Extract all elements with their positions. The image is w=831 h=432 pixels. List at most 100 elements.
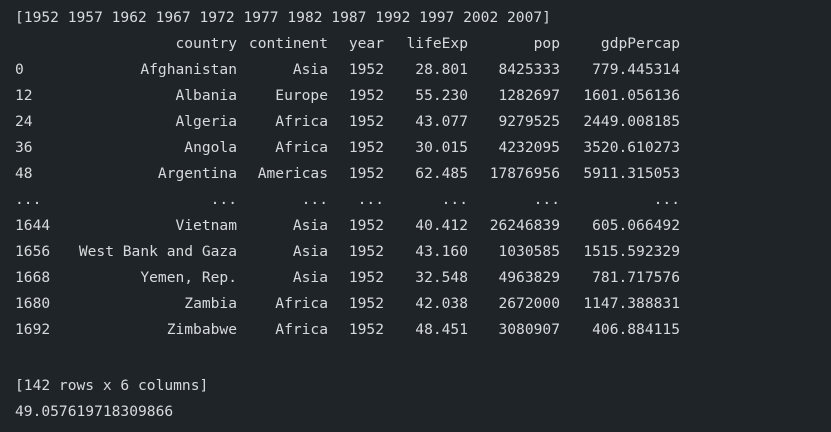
cell-index: 1692 (15, 321, 51, 338)
cell-pop: ... (533, 191, 560, 208)
table-header: country continent year lifeExp pop gdpPercap (0, 35, 831, 53)
cell-country: Albania (175, 87, 237, 104)
header-continent: continent (248, 35, 328, 52)
cell-continent: Americas (257, 165, 328, 182)
cell-index: 24 (15, 113, 33, 130)
cell-country: Angola (184, 139, 237, 156)
cell-year: 1952 (348, 243, 384, 260)
cell-index: 1680 (15, 295, 51, 312)
cell-country: Algeria (175, 113, 237, 130)
header-pop: pop (533, 35, 560, 52)
cell-year: 1952 (348, 269, 384, 286)
header-country: country (175, 35, 237, 52)
table-row: 1644 Vietnam Asia 1952 40.412 26246839 605.066… (0, 217, 831, 235)
cell-continent: Africa (275, 295, 328, 312)
table-row: ..................... (0, 191, 831, 209)
cell-year: 1952 (348, 165, 384, 182)
cell-gdppercap: 2449.008185 (583, 113, 680, 130)
cell-continent: Africa (275, 321, 328, 338)
cell-gdppercap: 779.445314 (592, 61, 680, 78)
cell-continent: Asia (292, 269, 328, 286)
cell-gdppercap: 3520.610273 (583, 139, 680, 156)
cell-lifeexp: 43.160 (415, 243, 468, 260)
cell-year: 1952 (348, 113, 384, 130)
cell-pop: 9279525 (498, 113, 560, 130)
header-gdppercap: gdpPercap (600, 35, 680, 52)
table-row: 1656 West Bank and Gaza Asia 1952 43.160 1030… (0, 243, 831, 261)
cell-continent: Asia (292, 217, 328, 234)
header-year: year (348, 35, 384, 52)
cell-gdppercap: ... (653, 191, 680, 208)
cell-pop: 4232095 (498, 139, 560, 156)
cell-country: West Bank and Gaza (78, 243, 237, 260)
cell-gdppercap: 605.066492 (592, 217, 680, 234)
cell-pop: 1282697 (498, 87, 560, 104)
cell-pop: 26246839 (489, 217, 560, 234)
cell-pop: 8425333 (498, 61, 560, 78)
table-row: 1680 Zambia Africa 1952 42.038 2672000 1147.38… (0, 295, 831, 313)
cell-year: 1952 (348, 295, 384, 312)
table-row: 1692 Zimbabwe Africa 1952 48.451 3080907 406.8… (0, 321, 831, 339)
table-row: 12 Albania Europe 1952 55.230 1282697 1601.056… (0, 87, 831, 105)
cell-pop: 4963829 (498, 269, 560, 286)
cell-gdppercap: 5911.315053 (583, 165, 680, 182)
cell-gdppercap: 1601.056136 (583, 87, 680, 104)
cell-continent: Asia (292, 243, 328, 260)
cell-lifeexp: 43.077 (415, 113, 468, 130)
cell-lifeexp: 62.485 (415, 165, 468, 182)
cell-year: 1952 (348, 87, 384, 104)
cell-year: 1952 (348, 321, 384, 338)
cell-year: 1952 (348, 217, 384, 234)
cell-index: 1668 (15, 269, 51, 286)
cell-year: ... (357, 191, 384, 208)
header-index (15, 35, 75, 53)
header-lifeexp: lifeExp (406, 35, 468, 52)
cell-gdppercap: 406.884115 (592, 321, 680, 338)
cell-lifeexp: 55.230 (415, 87, 468, 104)
cell-index: 36 (15, 139, 33, 156)
shape-summary-line: [142 rows x 6 columns] (15, 377, 209, 394)
mean-result-line: 49.057619718309866 (15, 403, 174, 420)
cell-lifeexp: 42.038 (415, 295, 468, 312)
table-row: 24 Algeria Africa 1952 43.077 9279525 2449.008… (0, 113, 831, 131)
cell-gdppercap: 781.717576 (592, 269, 680, 286)
table-row: 1668 Yemen, Rep. Asia 1952 32.548 4963829 781.… (0, 269, 831, 287)
cell-lifeexp: ... (441, 191, 468, 208)
cell-year: 1952 (348, 61, 384, 78)
cell-year: 1952 (348, 139, 384, 156)
cell-continent: ... (301, 191, 328, 208)
cell-index: 12 (15, 87, 33, 104)
cell-index: 1656 (15, 243, 51, 260)
cell-country: Argentina (157, 165, 237, 182)
cell-lifeexp: 30.015 (415, 139, 468, 156)
table-row: 0 Afghanistan Asia 1952 28.801 8425333 779.445… (0, 61, 831, 79)
cell-country: ... (210, 191, 237, 208)
table-row: 36 Angola Africa 1952 30.015 4232095 3520.6102… (0, 139, 831, 157)
cell-country: Zimbabwe (166, 321, 237, 338)
cell-pop: 17876956 (489, 165, 560, 182)
cell-lifeexp: 48.451 (415, 321, 468, 338)
cell-country: Vietnam (175, 217, 237, 234)
cell-continent: Asia (292, 61, 328, 78)
cell-gdppercap: 1515.592329 (583, 243, 680, 260)
cell-country: Yemen, Rep. (140, 269, 237, 286)
cell-continent: Africa (275, 139, 328, 156)
cell-index: 0 (15, 61, 24, 78)
years-array-line: [1952 1957 1962 1967 1972 1977 1982 1987… (15, 9, 551, 26)
cell-lifeexp: 32.548 (415, 269, 468, 286)
cell-pop: 3080907 (498, 321, 560, 338)
cell-pop: 1030585 (498, 243, 560, 260)
cell-gdppercap: 1147.388831 (583, 295, 680, 312)
cell-lifeexp: 40.412 (415, 217, 468, 234)
cell-index: 1644 (15, 217, 51, 234)
table-row: 48 Argentina Americas 1952 62.485 17876956 591… (0, 165, 831, 183)
cell-lifeexp: 28.801 (415, 61, 468, 78)
cell-continent: Africa (275, 113, 328, 130)
cell-continent: Europe (275, 87, 328, 104)
cell-country: Zambia (184, 295, 237, 312)
cell-index: 48 (15, 165, 33, 182)
cell-index: ... (15, 191, 42, 208)
cell-country: Afghanistan (140, 61, 237, 78)
cell-pop: 2672000 (498, 295, 560, 312)
